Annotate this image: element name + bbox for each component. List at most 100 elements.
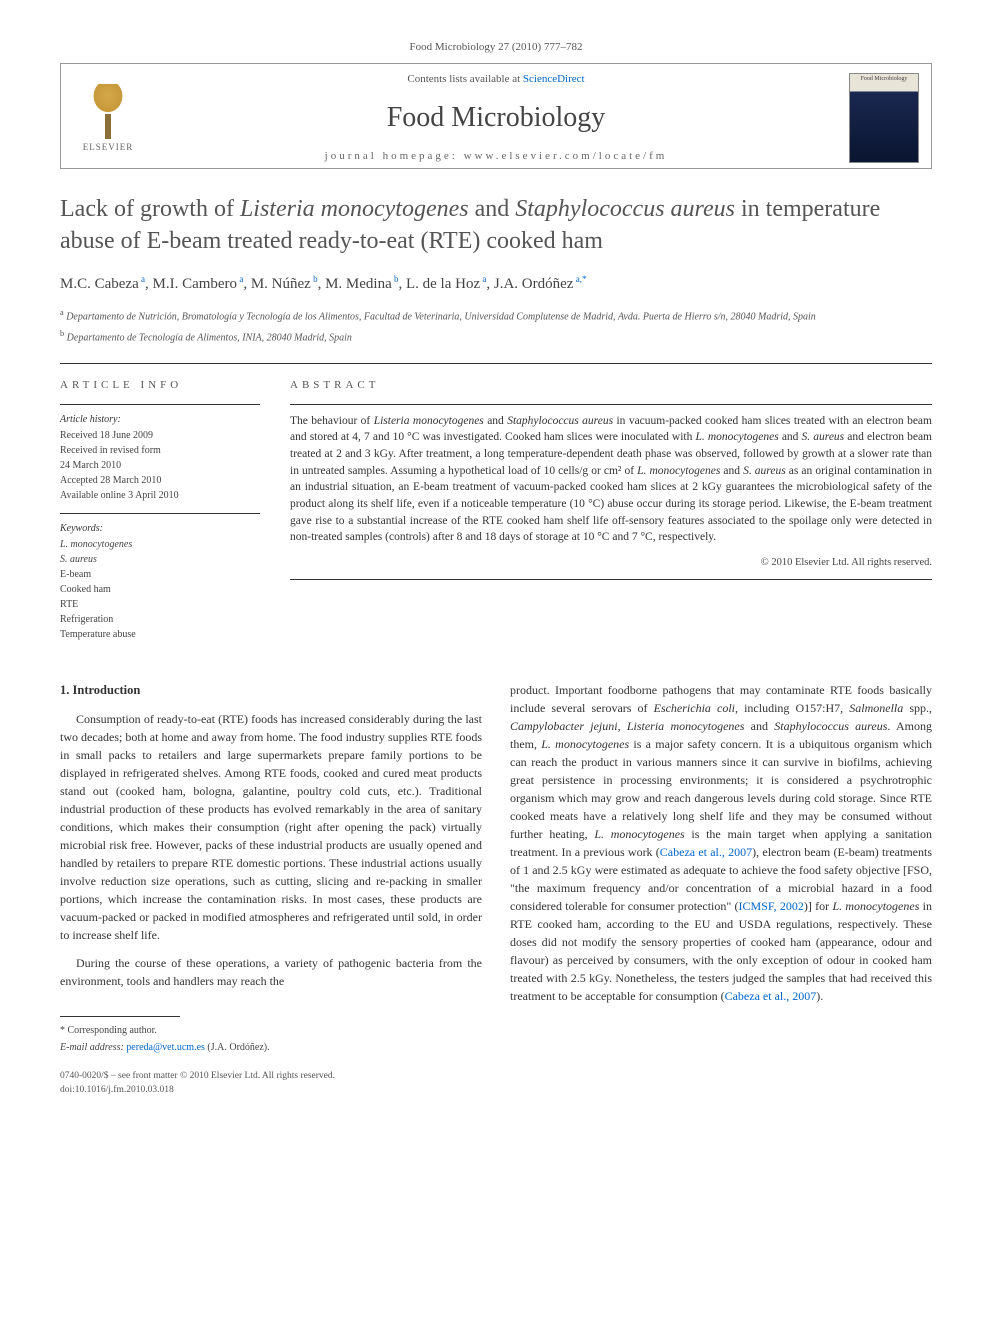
keyword-item: Temperature abuse	[60, 628, 260, 642]
body-span: Campylobacter jejuni	[510, 719, 618, 733]
author: M.C. Cabeza	[60, 276, 139, 292]
abstract-span: Listeria monocytogenes	[374, 415, 484, 427]
citation-link[interactable]: Cabeza et al., 2007	[725, 989, 817, 1003]
intro-para-3: product. Important foodborne pathogens t…	[510, 681, 932, 1005]
affiliation-a-text: Departamento de Nutrición, Bromatología …	[66, 311, 816, 322]
body-span: ).	[816, 989, 823, 1003]
body-span: Salmonella	[849, 701, 903, 715]
body-columns: 1. Introduction Consumption of ready-to-…	[60, 681, 932, 1097]
abstract-span: and	[720, 465, 743, 477]
abstract-span: S. aureus	[743, 465, 786, 477]
body-span: )] for	[804, 899, 833, 913]
email-line: E-mail address: pereda@vet.ucm.es (J.A. …	[60, 1040, 482, 1055]
info-rule-2	[60, 513, 260, 514]
elsevier-text: ELSEVIER	[83, 141, 134, 154]
journal-header: ELSEVIER Contents lists available at Sci…	[60, 63, 932, 169]
citation-link[interactable]: ICMSF, 2002	[739, 899, 804, 913]
keyword-item: Cooked ham	[60, 583, 260, 597]
keywords-label: Keywords:	[60, 522, 260, 536]
elsevier-tree-icon	[83, 84, 133, 139]
header-center: Contents lists available at ScienceDirec…	[143, 72, 849, 164]
body-span: L. monocytogenes	[594, 827, 684, 841]
body-column-left: 1. Introduction Consumption of ready-to-…	[60, 681, 482, 1097]
abstract-rule-bottom	[290, 579, 932, 580]
body-span: Escherichia coli	[654, 701, 735, 715]
author-aff-marker: a	[139, 274, 145, 284]
author: M. Medina	[325, 276, 392, 292]
title-italic-1: Listeria monocytogenes	[240, 196, 469, 222]
email-label: E-mail address:	[60, 1042, 126, 1053]
authors-line: M.C. Cabeza a, M.I. Cambero a, M. Núñez …	[60, 273, 932, 295]
journal-name: Food Microbiology	[143, 98, 849, 137]
header-row: ELSEVIER Contents lists available at Sci…	[61, 64, 931, 168]
history-list: Received 18 June 2009Received in revised…	[60, 429, 260, 503]
author: M.I. Cambero	[152, 276, 237, 292]
homepage-url[interactable]: www.elsevier.com/locate/fm	[464, 150, 668, 162]
abstract-span: Staphylococcus aureus	[507, 415, 613, 427]
abstract-span: L. monocytogenes	[695, 431, 778, 443]
title-part-2: and	[469, 196, 516, 222]
intro-para-1: Consumption of ready-to-eat (RTE) foods …	[60, 710, 482, 944]
author-aff-marker: a,*	[573, 274, 586, 284]
cover-label: Food Microbiology	[850, 75, 918, 83]
section-heading-intro: 1. Introduction	[60, 681, 482, 700]
title-italic-2: Staphylococcus aureus	[515, 196, 735, 222]
article-info-heading: ARTICLE INFO	[60, 378, 260, 393]
abstract-column: ABSTRACT The behaviour of Listeria monoc…	[290, 378, 932, 642]
email-link[interactable]: pereda@vet.ucm.es	[126, 1042, 205, 1053]
body-span: L. monocytogenes	[832, 899, 919, 913]
history-item: 24 March 2010	[60, 459, 260, 473]
divider-top	[60, 363, 932, 364]
abstract-span: The behaviour of	[290, 415, 374, 427]
body-span: in RTE cooked ham, according to the EU a…	[510, 899, 932, 1003]
author-aff-marker: a	[480, 274, 486, 284]
keyword-item: L. monocytogenes	[60, 538, 260, 552]
body-span: is a major safety concern. It is a ubiqu…	[510, 737, 932, 841]
keyword-item: S. aureus	[60, 553, 260, 567]
body-span: Staphylococcus aureus	[774, 719, 887, 733]
author: M. Núñez	[251, 276, 311, 292]
affiliation-a: a Departamento de Nutrición, Bromatologí…	[60, 307, 932, 324]
journal-homepage: journal homepage: www.elsevier.com/locat…	[143, 149, 849, 164]
keyword-item: Refrigeration	[60, 613, 260, 627]
homepage-label: journal homepage:	[325, 150, 464, 162]
abstract-span: S. aureus	[802, 431, 845, 443]
article-title: Lack of growth of Listeria monocytogenes…	[60, 194, 932, 256]
footnote-separator	[60, 1016, 180, 1017]
info-rule-1	[60, 404, 260, 405]
body-span: Listeria monocytogenes	[627, 719, 745, 733]
info-abstract-row: ARTICLE INFO Article history: Received 1…	[60, 378, 932, 642]
email-suffix: (J.A. Ordóñez).	[205, 1042, 270, 1053]
journal-cover-thumbnail[interactable]: Food Microbiology	[849, 73, 919, 163]
body-span: spp.,	[903, 701, 932, 715]
contents-prefix: Contents lists available at	[407, 73, 522, 85]
abstract-heading: ABSTRACT	[290, 378, 932, 393]
contents-line: Contents lists available at ScienceDirec…	[143, 72, 849, 87]
elsevier-logo[interactable]: ELSEVIER	[73, 78, 143, 158]
doi-line: doi:10.1016/j.fm.2010.03.018	[60, 1083, 482, 1097]
body-span: , including O157:H7,	[735, 701, 849, 715]
citation-link[interactable]: Cabeza et al., 2007	[660, 845, 752, 859]
history-item: Available online 3 April 2010	[60, 489, 260, 503]
title-part-1: Lack of growth of	[60, 196, 240, 222]
keyword-item: E-beam	[60, 568, 260, 582]
history-label: Article history:	[60, 413, 260, 427]
body-span: ,	[618, 719, 627, 733]
author: J.A. Ordóñez	[494, 276, 574, 292]
article-page: Food Microbiology 27 (2010) 777–782 ELSE…	[0, 0, 992, 1137]
keyword-item: RTE	[60, 598, 260, 612]
author: L. de la Hoz	[406, 276, 480, 292]
history-item: Accepted 28 March 2010	[60, 474, 260, 488]
citation-line: Food Microbiology 27 (2010) 777–782	[60, 40, 932, 55]
sciencedirect-link[interactable]: ScienceDirect	[523, 73, 585, 85]
affiliation-b: b Departamento de Tecnología de Alimento…	[60, 328, 932, 345]
abstract-copyright: © 2010 Elsevier Ltd. All rights reserved…	[290, 556, 932, 571]
abstract-span: and	[484, 415, 507, 427]
author-aff-marker: b	[392, 274, 399, 284]
history-item: Received in revised form	[60, 444, 260, 458]
history-item: Received 18 June 2009	[60, 429, 260, 443]
affiliation-b-text: Departamento de Tecnología de Alimentos,…	[67, 332, 352, 343]
abstract-rule	[290, 404, 932, 405]
body-span: and	[744, 719, 774, 733]
article-info-column: ARTICLE INFO Article history: Received 1…	[60, 378, 260, 642]
